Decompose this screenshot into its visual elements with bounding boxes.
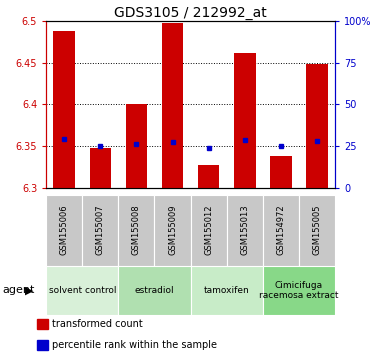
Text: ▶: ▶ [25,285,33,295]
Bar [82,195,119,266]
Text: tamoxifen: tamoxifen [204,286,249,295]
Text: GSM155006: GSM155006 [60,205,69,256]
Bar [126,104,147,188]
Bar [270,156,292,188]
Bar [263,266,335,315]
Text: GSM155009: GSM155009 [168,205,177,255]
Bar [37,341,47,350]
Text: GSM155013: GSM155013 [240,205,249,256]
Bar [154,195,191,266]
Bar [46,195,82,266]
Text: GSM155012: GSM155012 [204,205,213,255]
Bar [306,64,328,188]
Bar [119,266,191,315]
Text: GSM155005: GSM155005 [312,205,321,255]
Bar [263,195,299,266]
Text: solvent control: solvent control [49,286,116,295]
Text: GSM155007: GSM155007 [96,205,105,256]
Bar [299,195,335,266]
Text: percentile rank within the sample: percentile rank within the sample [52,340,217,350]
Bar [227,195,263,266]
Text: agent: agent [2,285,34,295]
Bar [46,266,119,315]
Bar [234,53,256,188]
Text: GSM155008: GSM155008 [132,205,141,256]
Bar [37,319,47,329]
Bar [162,23,183,188]
Bar [119,195,154,266]
Text: GSM154972: GSM154972 [276,205,285,256]
Title: GDS3105 / 212992_at: GDS3105 / 212992_at [114,6,267,20]
Bar [198,165,219,188]
Bar [89,148,111,188]
Text: Cimicifuga
racemosa extract: Cimicifuga racemosa extract [259,281,338,300]
Text: transformed count: transformed count [52,319,143,329]
Bar [191,266,263,315]
Bar [191,195,227,266]
Text: estradiol: estradiol [135,286,174,295]
Bar [54,31,75,188]
